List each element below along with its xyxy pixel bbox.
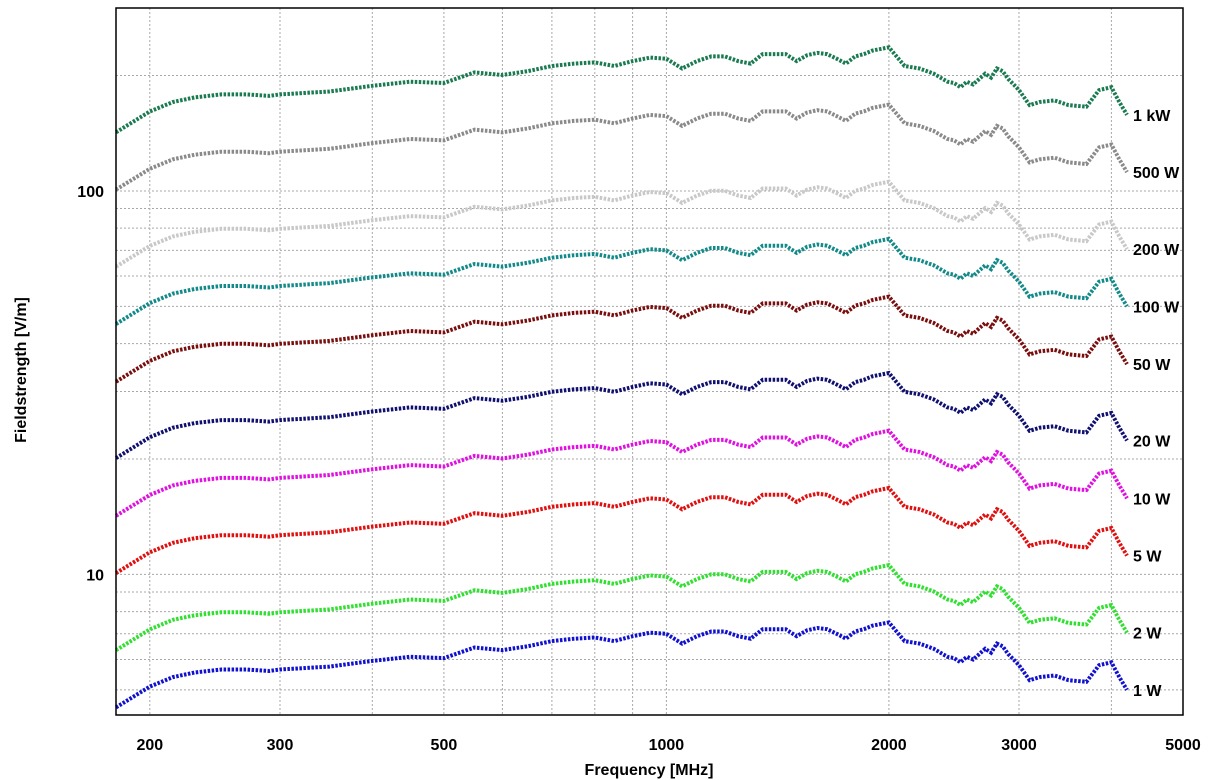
x-tick-label: 200 [136, 737, 163, 754]
x-axis-label: Frequency [MHz] [585, 762, 714, 779]
x-tick-label: 500 [431, 737, 458, 754]
series-line-500-w [114, 102, 1129, 192]
series-label: 1 kW [1133, 108, 1171, 125]
series-label: 1 W [1133, 683, 1162, 700]
series-lines [114, 45, 1129, 710]
x-tick-label: 1000 [649, 737, 685, 754]
series-line-1-kw [114, 45, 1129, 135]
series-label: 500 W [1133, 165, 1180, 182]
y-axis-label: Fieldstrength [V/m] [13, 297, 30, 443]
y-tick-label: 10 [86, 567, 104, 584]
plot-frame [115, 7, 1184, 716]
series-label: 200 W [1133, 242, 1180, 259]
y-tick-label: 100 [77, 184, 104, 201]
series-labels: 1 kW 500 W 200 W 100 W 50 W 20 W 10 W 5 W 2 W 1 W [1133, 108, 1180, 700]
series-label: 5 W [1133, 549, 1162, 566]
x-tick-label: 2000 [871, 737, 907, 754]
series-label: 20 W [1133, 434, 1171, 451]
grid [116, 8, 1183, 715]
x-tick-label: 5000 [1165, 737, 1201, 754]
x-tick-labels: 200 300 500 1000 2000 3000 5000 [136, 737, 1200, 754]
series-line-20-w [114, 370, 1129, 460]
x-tick-label: 300 [267, 737, 294, 754]
series-line-5-w [114, 485, 1129, 575]
series-line-50-w [114, 294, 1129, 384]
series-line-2-w [114, 562, 1129, 652]
series-label: 100 W [1133, 299, 1180, 316]
series-label: 2 W [1133, 626, 1162, 643]
series-line-1-w [114, 620, 1129, 710]
series-line-100-w [114, 236, 1129, 326]
series-label: 50 W [1133, 357, 1171, 374]
y-tick-labels: 10 100 [77, 184, 104, 584]
series-line-10-w [114, 428, 1129, 518]
series-line-200-w [114, 179, 1129, 269]
x-tick-label: 3000 [1001, 737, 1037, 754]
series-label: 10 W [1133, 491, 1171, 508]
